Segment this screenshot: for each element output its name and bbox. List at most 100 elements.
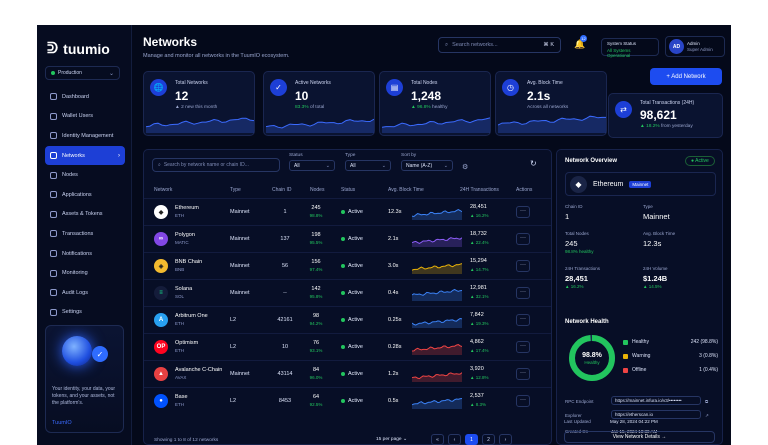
col-network[interactable]: Network	[154, 187, 173, 193]
environment-selector[interactable]: Production ⌄	[45, 66, 120, 80]
transactions-sparkline	[412, 263, 462, 274]
row-actions-button[interactable]: ···	[516, 260, 530, 272]
status-filter[interactable]: Status All ⌄	[289, 153, 335, 171]
tx-count: 15,294	[470, 258, 487, 264]
row-actions-button[interactable]: ···	[516, 368, 530, 380]
col-status[interactable]: Status	[341, 187, 356, 193]
search-input[interactable]: Search networks...	[452, 42, 498, 48]
network-type: Mainnet	[230, 371, 250, 377]
sidebar-item-notifications[interactable]: Notifications	[45, 244, 125, 264]
sidebar-item-networks[interactable]: Networks ›	[45, 145, 125, 166]
server-icon: ▤	[386, 79, 403, 96]
system-status[interactable]: System Status All Systems Operational	[601, 38, 659, 58]
transactions-sparkline	[412, 288, 462, 301]
col-chain-id[interactable]: Chain ID	[272, 187, 292, 193]
sparkline-area	[412, 263, 462, 274]
sidebar-item-assets-tokens[interactable]: Assets & Tokens	[45, 205, 125, 225]
network-name: Avalanche C-Chain	[175, 367, 223, 373]
nav-icon	[50, 132, 57, 140]
stat-sparkline	[498, 115, 606, 133]
type-filter[interactable]: Type All ⌄	[345, 153, 391, 171]
table-row[interactable]: ◈ BNB Chain BNB Mainnet 56 156 97.4% Active 3.0s…	[144, 252, 551, 279]
stat-label: Avg. Block Time	[527, 80, 563, 86]
page-button[interactable]: 2	[482, 434, 495, 445]
row-actions-button[interactable]: ···	[516, 395, 530, 407]
stat-card-total-transactions-24h-[interactable]: ⇄ Total Transactions (24H) 98,621 ▲ 18.2% f…	[608, 93, 723, 138]
view-network-details-button[interactable]: View Network Details →	[564, 431, 715, 443]
row-actions-button[interactable]: ···	[516, 287, 530, 299]
table-search[interactable]: ⌕ Search by network name or chain ID...	[152, 158, 280, 172]
page-button[interactable]: 1	[465, 434, 478, 445]
sparkline-line	[412, 288, 462, 296]
sidebar-item-settings[interactable]: Settings	[45, 303, 125, 323]
status-value: All Systems Operational	[607, 48, 631, 58]
block-time: 0.5s	[388, 398, 399, 404]
sort-filter[interactable]: Sort by Name (A-Z) ⌄	[401, 153, 453, 171]
table-row[interactable]: A Arbitrum One ETH L2 42161 98 94.2% Active 0.25…	[144, 306, 551, 333]
updated-label: Last Updated	[564, 419, 591, 424]
status-dot	[341, 318, 345, 322]
row-actions-button[interactable]: ···	[516, 341, 530, 353]
status-filter-value: All	[294, 162, 300, 169]
row-actions-button[interactable]: ···	[516, 314, 530, 326]
table-row[interactable]: OP Optimism ETH L2 10 76 93.1% Active 0.28s 4,862…	[144, 333, 551, 360]
col-transactions[interactable]: 24H Transactions	[460, 187, 499, 193]
global-search[interactable]: ⌕ Search networks... ⌘ K	[438, 37, 561, 53]
stat-card-total-nodes[interactable]: ▤ Total Nodes 1,248 ▲ 96.8% healthy	[379, 71, 491, 136]
sidebar-item-audit-logs[interactable]: Audit Logs	[45, 283, 125, 303]
rpc-endpoint-value[interactable]: https://mainnet.infura.io/v3/••••••••	[611, 396, 701, 405]
stat-card-total-networks[interactable]: 🌐 Total Networks 12 ▲ 2 new this month	[143, 71, 255, 136]
row-actions-button[interactable]: ···	[516, 206, 530, 218]
node-count: 76	[312, 340, 320, 346]
bell-icon[interactable]: 🔔 12	[574, 35, 587, 49]
tx-change: ▲ 22.4%	[470, 240, 489, 245]
network-type: Mainnet	[230, 290, 250, 296]
col-block-time[interactable]: Avg. Block Time	[388, 187, 424, 193]
network-name: BNB Chain	[175, 259, 203, 265]
node-count: 98	[312, 313, 320, 319]
columns-settings-icon[interactable]: ⚙	[462, 164, 469, 171]
sparkline-line	[146, 117, 254, 128]
table-row[interactable]: ≡ Solana SOL Mainnet -- 142 95.8% Active 0.4s 12,…	[144, 279, 551, 306]
page-button[interactable]: ›	[499, 434, 512, 445]
page-title: Networks	[143, 35, 198, 49]
avatar: AD	[669, 39, 684, 54]
page-button[interactable]: «	[431, 434, 444, 445]
status-badge: Active	[341, 344, 363, 350]
brand-logo[interactable]: ᕲ tuumio	[47, 40, 110, 57]
network-type: Mainnet	[230, 263, 250, 269]
stat-card-active-networks[interactable]: ✓ Active Networks 10 83.3% of total	[263, 71, 375, 136]
refresh-icon[interactable]: ↻	[530, 159, 537, 168]
external-link-icon[interactable]: ↗	[705, 413, 709, 418]
sidebar-item-nodes[interactable]: Nodes	[45, 165, 125, 185]
table-row[interactable]: ● Base ETH L2 8453 64 92.5% Active 0.5s 2,537 ▲ 8.…	[144, 387, 551, 414]
sidebar-item-applications[interactable]: Applications	[45, 185, 125, 205]
overview-chain-id: Chain ID 1	[565, 204, 583, 221]
explorer-link[interactable]: https://etherscan.io	[611, 410, 701, 419]
health-legend-item: Warning 3 (0.8%)	[623, 353, 718, 359]
table-row[interactable]: ◆ Ethereum ETH Mainnet 1 245 98.8% Active 12.3s 2…	[144, 198, 551, 225]
sidebar-item-wallet-users[interactable]: Wallet Users	[45, 107, 125, 127]
sidebar-item-dashboard[interactable]: Dashboard	[45, 87, 125, 107]
promo-brand: TuumIO	[52, 420, 72, 426]
avalanche-c-chain-logo-icon: ▲	[154, 367, 168, 381]
table-row[interactable]: ▲ Avalanche C-Chain AVAX Mainnet 43114 84 96.0…	[144, 360, 551, 387]
stat-card-avg-block-time[interactable]: ◷ Avg. Block Time 2.1s Across all networks	[495, 71, 607, 136]
sidebar-item-monitoring[interactable]: Monitoring	[45, 263, 125, 283]
add-network-button[interactable]: + Add Network	[650, 68, 722, 85]
table-search-input[interactable]: Search by network name or chain ID...	[163, 162, 249, 168]
table-row[interactable]: ∞ Polygon MATIC Mainnet 137 198 95.5% Active 2.1…	[144, 225, 551, 252]
per-page-select[interactable]: 15 per page ⌄	[376, 437, 407, 442]
page-button[interactable]: ‹	[448, 434, 461, 445]
sidebar-item-identity-management[interactable]: Identity Management	[45, 126, 125, 146]
chevron-down-icon: ⌄	[381, 162, 386, 169]
sidebar-item-transactions[interactable]: Transactions	[45, 224, 125, 244]
col-nodes[interactable]: Nodes	[310, 187, 325, 193]
network-type: Mainnet	[230, 236, 250, 242]
col-type[interactable]: Type	[230, 187, 241, 193]
copy-icon[interactable]: ⧉	[705, 399, 709, 404]
stat-sub: ▲ 18.2% from yesterday	[640, 124, 693, 129]
user-menu[interactable]: AD Admin Super Admin	[665, 36, 725, 57]
node-health-pct: 92.5%	[309, 402, 323, 407]
row-actions-button[interactable]: ···	[516, 233, 530, 245]
